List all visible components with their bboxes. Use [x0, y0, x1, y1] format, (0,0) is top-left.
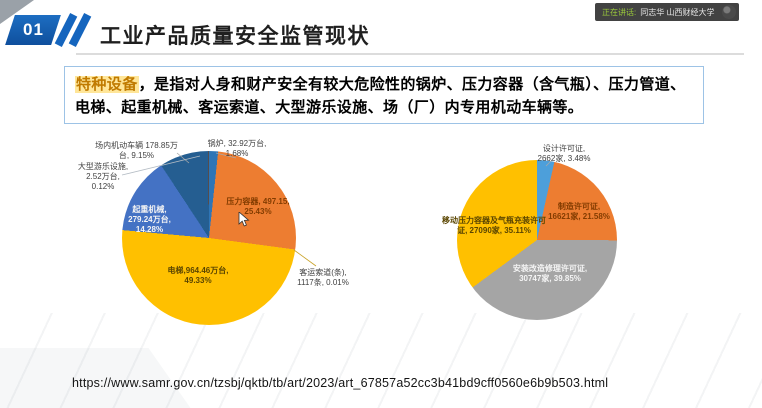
section-number-badge: 01: [5, 15, 61, 45]
left-pie-chart: [122, 151, 296, 325]
definition-text: ，是指对人身和财产安全有较大危险性的锅炉、压力容器（含气瓶）、压力管道、电梯、起…: [75, 76, 686, 117]
background-stripes-decor: [0, 313, 762, 408]
speaking-status-bar: 正在讲话: 同志华 山西财经大学: [595, 3, 739, 21]
label-factory-vehicle: 场内机动车辆 178.85万台, 9.15%: [95, 141, 178, 160]
page-title: 工业产品质量安全监管现状: [100, 25, 370, 48]
label-lifting-machinery: 起重机械, 279.24万台, 14.28%: [128, 205, 171, 234]
definition-keyword: 特种设备: [75, 76, 139, 93]
title-underline: [76, 53, 744, 55]
label-install-repair-license: 安装改造修理许可证, 30747家, 39.85%: [512, 264, 588, 283]
mouse-cursor-icon: [238, 212, 250, 227]
label-passenger-ropeway: 客运索道(条), 1117条, 0.01%: [297, 268, 349, 287]
label-elevator: 电梯,964.46万台, 49.33%: [167, 266, 229, 285]
right-pie-chart: [457, 160, 617, 320]
label-design-license: 设计许可证, 2662家, 3.48%: [537, 144, 591, 163]
section-number: 01: [22, 20, 44, 39]
label-mobile-vessel-filling-license: 移动压力容器及气瓶充装许可证, 27090家, 35.11%: [442, 216, 546, 235]
meeting-app-logo-icon: [722, 5, 736, 19]
speaking-status-label: 正在讲话:: [602, 7, 637, 17]
label-amusement-facility: 大型游乐设施, 2.52万台, 0.12%: [77, 162, 129, 191]
source-url-link[interactable]: https://www.samr.gov.cn/tzsbj/qktb/tb/ar…: [72, 376, 609, 390]
speaker-name: 同志华 山西财经大学: [640, 7, 715, 17]
label-manufacture-license: 制造许可证, 16621家, 21.58%: [548, 202, 610, 221]
definition-box: 特种设备，是指对人身和财产安全有较大危险性的锅炉、压力容器（含气瓶）、压力管道、…: [64, 66, 704, 124]
label-pressure-vessel: 压力容器, 497.15, 25.43%: [226, 197, 290, 216]
label-boiler: 锅炉, 32.92万台, 1.68%: [207, 139, 267, 158]
